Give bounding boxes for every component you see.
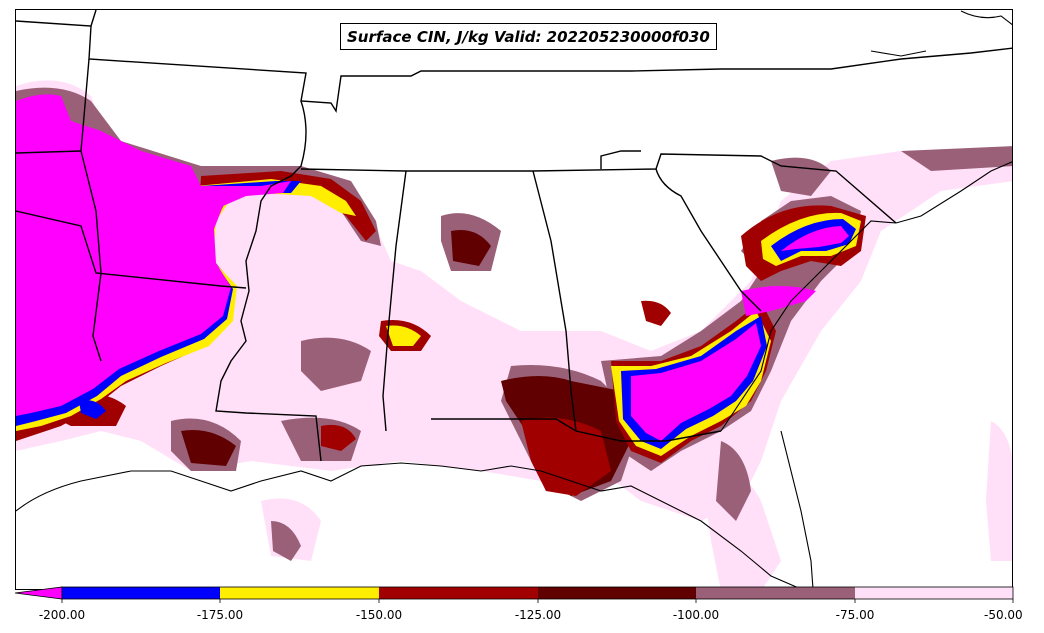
cin-map bbox=[16, 10, 1012, 589]
colorbar-tick-label: -175.00 bbox=[196, 608, 244, 622]
colorbar-segment-red bbox=[379, 587, 538, 599]
colorbar-segment-maroon bbox=[538, 587, 696, 599]
colorbar bbox=[14, 586, 1014, 603]
colorbar-ticks bbox=[61, 599, 1014, 603]
colorbar-outline bbox=[61, 586, 1014, 600]
map-title: Surface CIN, J/kg Valid: 202205230000f03… bbox=[340, 23, 717, 50]
colorbar-extend-min bbox=[14, 586, 63, 600]
colorbar-tick-label: -50.00 bbox=[983, 608, 1023, 622]
colorbar-tick-label: -125.00 bbox=[514, 608, 562, 622]
colorbar-tick-label: -150.00 bbox=[355, 608, 403, 622]
colorbar-tick-label: -100.00 bbox=[672, 608, 720, 622]
map-panel: Surface CIN, J/kg Valid: 202205230000f03… bbox=[15, 9, 1013, 590]
colorbar-segment-yellow bbox=[220, 587, 379, 599]
colorbar-tick-label: -75.00 bbox=[835, 608, 875, 622]
colorbar-segment-blue bbox=[62, 587, 220, 599]
cin-shading bbox=[16, 80, 1012, 589]
colorbar-segment-light-pink bbox=[855, 587, 1013, 599]
state-boundaries bbox=[16, 10, 1012, 462]
coastline bbox=[16, 10, 1012, 589]
colorbar-segment-mauve bbox=[696, 587, 855, 599]
colorbar-tick-label: -200.00 bbox=[38, 608, 86, 622]
